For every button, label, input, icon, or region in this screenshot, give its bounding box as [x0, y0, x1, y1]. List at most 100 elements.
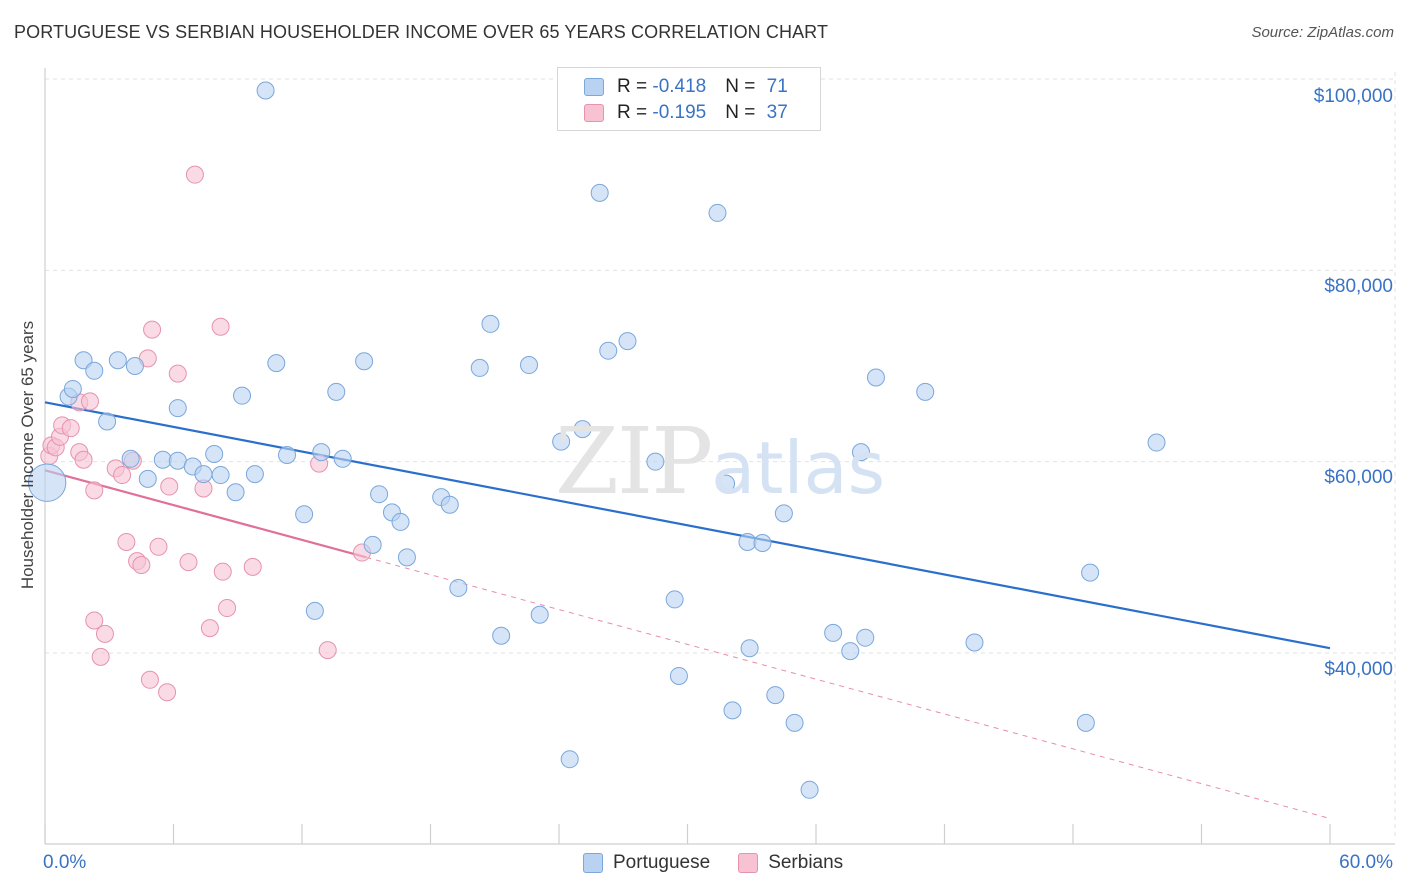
- legend-n-value: 37: [766, 102, 788, 123]
- portuguese-point: [753, 533, 772, 552]
- serbians-point: [117, 533, 136, 552]
- serbians-point: [80, 392, 99, 411]
- portuguese-point: [481, 314, 500, 333]
- portuguese-point: [295, 505, 314, 524]
- serbians-point: [95, 624, 114, 643]
- y-tick-label: $40,000: [1324, 659, 1393, 680]
- portuguese-point: [205, 445, 224, 464]
- legend-row-portuguese: R = -0.418 N = 71: [584, 74, 788, 100]
- serbians-legend-label: Serbians: [768, 852, 844, 873]
- portuguese-point: [766, 686, 785, 705]
- portuguese-point: [391, 512, 410, 531]
- portuguese-point: [774, 504, 793, 523]
- portuguese-point: [98, 412, 117, 431]
- serbians-point: [213, 562, 232, 581]
- portuguese-point: [327, 382, 346, 401]
- portuguese-point: [63, 379, 82, 398]
- portuguese-point: [646, 452, 665, 471]
- serbians-point: [61, 419, 80, 438]
- portuguese-point: [492, 626, 511, 645]
- serbians-trend-extension: [366, 556, 1331, 819]
- legend-r-value: -0.418: [652, 76, 707, 97]
- portuguese-point: [226, 483, 245, 502]
- watermark-atlas: atlas: [711, 426, 886, 510]
- serbians-point: [132, 555, 151, 574]
- portuguese-point: [590, 183, 609, 202]
- portuguese-point: [1076, 713, 1095, 732]
- serbians-point: [243, 557, 262, 576]
- portuguese-legend-label: Portuguese: [613, 852, 711, 873]
- series-legend-portuguese[interactable]: Portuguese: [583, 852, 710, 874]
- portuguese-point: [916, 382, 935, 401]
- x-tick-label-min: 0.0%: [43, 852, 87, 873]
- portuguese-point: [278, 445, 297, 464]
- correlation-legend: R = -0.418 N = 71 R = -0.195 N = 37: [557, 67, 821, 131]
- portuguese-point: [153, 450, 172, 469]
- portuguese-point: [440, 495, 459, 514]
- portuguese-point: [552, 432, 571, 451]
- points-layer: [27, 81, 1166, 799]
- legend-r-label: R =: [617, 102, 653, 123]
- portuguese-point: [965, 633, 984, 652]
- portuguese-point: [573, 420, 592, 439]
- portuguese-point: [1147, 433, 1166, 452]
- portuguese-point: [470, 358, 489, 377]
- portuguese-point: [138, 469, 157, 488]
- serbians-legend-swatch: [738, 853, 759, 873]
- portuguese-point: [168, 451, 187, 470]
- portuguese-point: [1081, 563, 1100, 582]
- portuguese-point: [27, 463, 67, 502]
- portuguese-point: [618, 332, 637, 351]
- portuguese-point: [305, 601, 324, 620]
- portuguese-point: [669, 666, 688, 685]
- serbians-point: [91, 647, 110, 666]
- serbians-point: [211, 317, 230, 336]
- portuguese-point: [333, 449, 352, 468]
- portuguese-point: [740, 639, 759, 658]
- portuguese-point: [108, 351, 127, 370]
- serbians-point: [143, 320, 162, 339]
- portuguese-point: [267, 354, 286, 373]
- portuguese-point: [530, 605, 549, 624]
- portuguese-point: [520, 356, 539, 375]
- portuguese-point: [121, 449, 140, 468]
- watermark-zip: ZIP: [555, 408, 713, 515]
- portuguese-trend-line: [44, 401, 1331, 650]
- serbians-point: [140, 670, 159, 689]
- portuguese-point: [125, 357, 144, 375]
- serbians-point: [218, 599, 237, 618]
- serbians-point: [85, 481, 104, 500]
- serbians-point: [185, 165, 204, 184]
- portuguese-point: [370, 485, 389, 504]
- portuguese-point: [708, 203, 727, 222]
- legend-n-value: 71: [766, 76, 788, 97]
- portuguese-point: [74, 351, 93, 370]
- portuguese-point: [723, 701, 742, 720]
- y-tick-label: $80,000: [1324, 276, 1393, 297]
- portuguese-point: [560, 750, 579, 769]
- serbians-point: [149, 537, 168, 556]
- serbians-point: [179, 553, 198, 572]
- series-legend-serbians[interactable]: Serbians: [738, 852, 843, 874]
- portuguese-legend-swatch: [583, 853, 603, 873]
- portuguese-point: [256, 81, 275, 100]
- portuguese-point: [355, 352, 374, 371]
- portuguese-point: [194, 465, 213, 484]
- portuguese-point: [738, 533, 757, 552]
- serbians-point: [318, 641, 337, 660]
- series-legend: Portuguese Serbians: [583, 852, 871, 874]
- serbians-swatch: [584, 104, 604, 122]
- portuguese-point: [866, 368, 885, 387]
- portuguese-swatch: [584, 78, 604, 96]
- portuguese-point: [211, 466, 230, 485]
- chart-source: Source: ZipAtlas.com: [1251, 24, 1394, 41]
- watermark: ZIPatlas: [555, 408, 885, 515]
- portuguese-point: [824, 623, 843, 642]
- legend-n-label: N =: [725, 76, 761, 97]
- legend-row-serbians: R = -0.195 N = 37: [584, 100, 788, 126]
- serbians-point: [74, 450, 93, 469]
- serbians-point: [158, 683, 177, 702]
- portuguese-point: [717, 474, 736, 493]
